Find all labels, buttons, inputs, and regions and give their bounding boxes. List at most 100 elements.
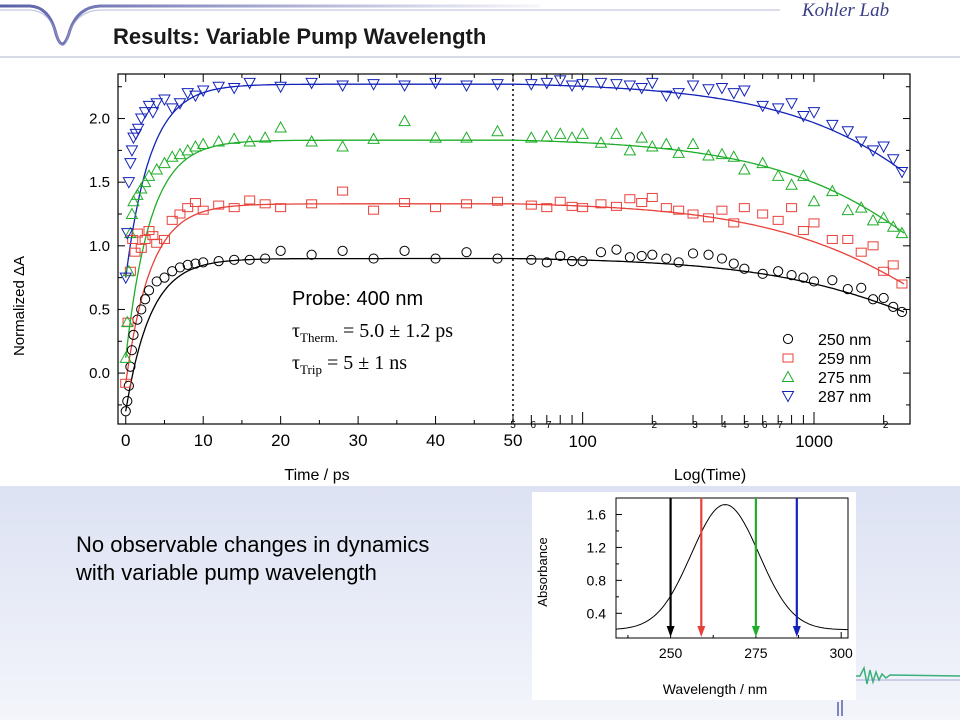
data-point (540, 77, 554, 90)
series-250-nm (120, 244, 908, 417)
data-point (825, 119, 839, 132)
log-minor-tick-label: 2 (883, 420, 889, 431)
pump-arrows (666, 498, 801, 637)
data-point (738, 162, 751, 175)
data-point (797, 169, 810, 181)
data-point (738, 85, 751, 98)
y-tick-label: 0.0 (89, 365, 110, 382)
data-point (773, 266, 784, 277)
data-point (896, 279, 908, 289)
data-point (228, 203, 240, 213)
data-point (491, 124, 504, 137)
data-point (826, 234, 838, 244)
log-minor-tick-label: 2 (652, 420, 658, 431)
data-point (134, 113, 148, 126)
data-point (854, 201, 868, 213)
data-point (126, 345, 138, 356)
x-tick-label: 50 (504, 431, 523, 450)
absorption-spectrum-chart: 250 275 300 0.4 0.8 1.2 1.6 Absorbance Wavelen… (532, 492, 856, 700)
x-tick-label: 20 (271, 431, 290, 450)
data-point (727, 88, 741, 100)
data-point (577, 203, 589, 213)
data-point (336, 80, 349, 92)
data-point (866, 145, 880, 157)
log-major-tick-label: 100 (568, 432, 596, 451)
data-point (646, 192, 658, 202)
data-point (244, 195, 256, 205)
data-point (636, 250, 647, 262)
data-point (260, 253, 271, 264)
data-point (595, 247, 607, 258)
x-tick-label: 30 (349, 431, 368, 450)
data-point (368, 205, 380, 215)
data-point (158, 94, 171, 106)
log-minor-tick-label: 6 (762, 420, 768, 431)
data-point (159, 272, 170, 283)
spectrum-x-tick-label: 300 (829, 645, 853, 661)
data-point (771, 103, 785, 115)
legend-marker (782, 353, 794, 363)
data-point (181, 143, 195, 156)
spectrum-x-tick-label: 275 (744, 645, 768, 661)
plot-frame (117, 73, 911, 425)
data-point (398, 80, 411, 92)
data-point (127, 194, 140, 207)
spectrum-x-tick-label: 250 (659, 645, 683, 661)
data-point (399, 245, 410, 257)
data-point (143, 226, 155, 236)
log-minor-tick-label: 4 (721, 420, 727, 431)
data-point (367, 79, 380, 91)
data-point (757, 268, 768, 279)
data-point (119, 272, 133, 285)
data-point (142, 169, 156, 181)
legend-marker (781, 391, 795, 403)
data-point (181, 88, 195, 100)
data-point (756, 100, 770, 113)
data-point (212, 81, 226, 94)
data-point (565, 80, 579, 92)
data-point (461, 247, 472, 258)
spectrum-y-label: Absorbance (535, 537, 550, 606)
data-point (367, 132, 380, 144)
x-tick-label: 0 (121, 431, 130, 450)
data-point (122, 395, 133, 407)
data-point (120, 406, 131, 417)
data-point (429, 131, 442, 143)
legend: 250 nm 259 nm 275 nm 287 nm (781, 332, 871, 406)
data-point (624, 194, 636, 204)
data-point (673, 257, 684, 268)
data-point (703, 213, 715, 223)
data-point (841, 126, 855, 138)
log-minor-tick-label: 6 (531, 420, 537, 431)
data-point (594, 136, 608, 148)
y-tick-label: 2.0 (89, 111, 110, 128)
legend-marker (782, 333, 794, 345)
data-point (877, 211, 890, 223)
data-point (797, 226, 809, 236)
spectrum-x-label: Wavelength / nm (663, 681, 768, 697)
data-point (553, 127, 567, 139)
data-point (128, 329, 139, 341)
data-point (895, 226, 909, 239)
spectrum-y-tick-label: 0.4 (587, 605, 607, 621)
spectrum-y-tick-label: 1.6 (587, 506, 607, 522)
data-point (150, 98, 164, 110)
data-point (645, 140, 659, 152)
data-point (687, 248, 699, 259)
data-point (647, 249, 658, 260)
data-point (576, 127, 589, 139)
conclusion-text: No observable changes in dynamics with v… (76, 532, 430, 585)
data-point (757, 209, 769, 219)
data-point (142, 100, 156, 113)
data-point (196, 85, 210, 98)
data-point (131, 123, 145, 136)
data-point (576, 79, 589, 91)
data-point (808, 218, 820, 228)
data-point (808, 276, 820, 287)
data-point (541, 257, 552, 268)
data-point (182, 203, 194, 213)
data-point (855, 247, 867, 257)
x-axis-label-linear: Time / ps (284, 467, 349, 484)
data-point (756, 156, 770, 169)
